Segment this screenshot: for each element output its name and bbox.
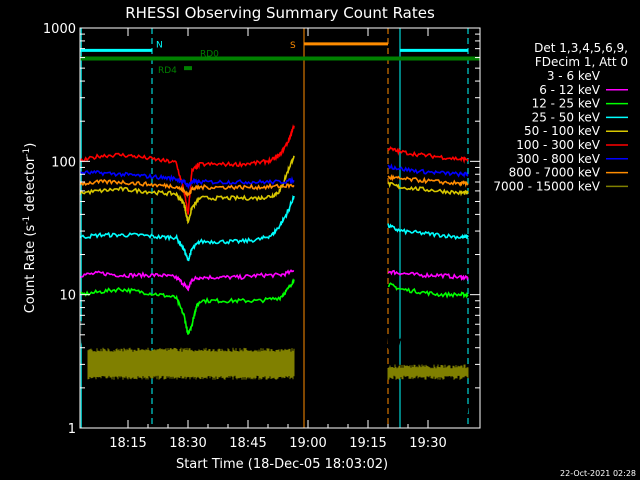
legend-header-1: FDecim 1, Att 0 [535,55,628,69]
x-tick-label-1: 18:30 [169,436,206,451]
series-line-100-300-kev-0 [79,123,295,215]
series-line-300-800-kev-0 [79,169,295,190]
series-line-800-7000-kev-1 [387,174,469,188]
x-tick-label-2: 18:45 [229,436,266,451]
y-axis-label-mid: detector [23,156,38,216]
x-axis-label: Start Time (18-Dec-05 18:03:02) [176,457,388,472]
series-line-100-300-kev-1 [387,146,469,164]
series-line-3-6-kev-1 [387,323,469,421]
y-tick-label-2: 100 [51,155,76,170]
y-axis-label-end: ) [23,143,38,148]
legend-label-50-100-kev: 50 - 100 keV [524,124,601,138]
series-25-50-kev [79,194,469,262]
x-tick-label-4: 19:15 [349,436,386,451]
flag-label-rd4: RD4 [158,66,177,76]
series-100-300-kev [79,123,469,215]
series-line-6-12-kev-1 [388,269,469,282]
series-800-7000-kev [79,174,469,198]
series-line-6-12-kev-0 [79,269,295,292]
series-12-25-kev [79,278,469,335]
axes: 18:15 18:30 18:45 19:00 19:15 19:30 1 10 100 1000 [43,22,481,451]
flag-label-rd0: RD0 [200,50,219,60]
series-7000-15000-kev [87,347,469,380]
legend-label-800-7000-kev: 800 - 7000 keV [509,166,601,180]
series-line-50-100-kev-1 [387,181,469,197]
footer-timestamp: 22-Oct-2021 02:28 [560,469,636,478]
legend-label-6-12-kev: 6 - 12 keV [539,83,601,97]
legend-label-12-25-kev: 12 - 25 keV [532,97,601,111]
y-axis-label-main: Count Rate (s [23,225,38,314]
legend-label-300-800-kev: 300 - 800 keV [516,152,600,166]
legend-label-100-300-kev: 100 - 300 keV [516,138,600,152]
y-tick-label-0: 1 [68,422,76,437]
x-tick-label-5: 19:30 [409,436,446,451]
y-axis-label: Count Rate (s-1 detector-1) [22,143,38,314]
flag-label-n: N [156,40,163,50]
series-line-25-50-kev-0 [79,194,295,262]
series-50-100-kev [79,155,469,225]
x-tick-label-0: 18:15 [109,436,146,451]
series-line-300-800-kev-1 [387,163,469,178]
series-line-50-100-kev-0 [79,155,295,225]
legend: Det 1,3,4,5,6,9,FDecim 1, Att 03 - 6 keV… [493,41,628,193]
series-band-7000-15000-kev-0 [87,347,295,380]
plot-area: N S RD0 RD4 [79,28,480,428]
series-line-25-50-kev-1 [387,223,469,241]
legend-label-25-50-kev: 25 - 50 keV [532,110,601,124]
flag-label-s: S [290,41,296,51]
series-6-12-kev [79,269,469,292]
series-line-800-7000-kev-0 [79,178,295,198]
series-line-12-25-kev-1 [387,282,469,299]
series-300-800-kev [79,163,469,190]
legend-label-3-6-kev: 3 - 6 keV [547,69,601,83]
chart-title: RHESSI Observing Summary Count Rates [125,4,435,22]
y-tick-label-3: 1000 [43,22,76,37]
legend-label-7000-15000-kev: 7000 - 15000 keV [493,179,600,193]
series-line-12-25-kev-0 [79,278,295,335]
legend-header-0: Det 1,3,4,5,6,9, [534,41,628,55]
y-tick-label-1: 10 [59,289,76,304]
series-band-7000-15000-kev-1 [387,364,469,380]
plot-frame [79,27,481,429]
y-axis-label-sup2: -1 [22,148,32,157]
x-tick-label-3: 19:00 [289,436,326,451]
y-axis-label-sup1: -1 [22,216,32,225]
